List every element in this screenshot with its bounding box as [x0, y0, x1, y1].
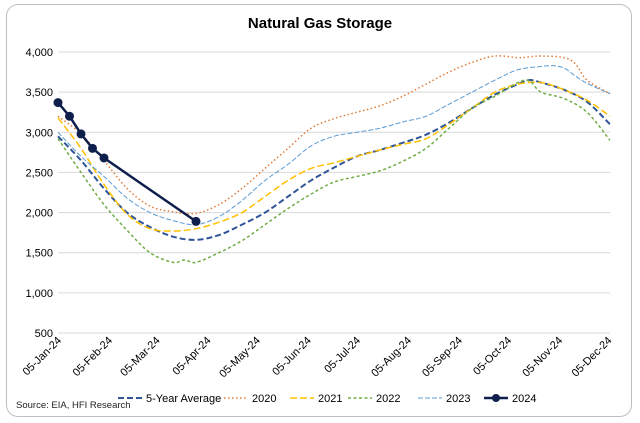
- x-tick-label: 05-Jan-24: [21, 335, 65, 379]
- legend-marker-2024: [492, 394, 500, 402]
- gridlines: [58, 51, 610, 334]
- x-tick-label: 05-Dec-24: [570, 335, 615, 380]
- x-tick-label: 05-Mar-24: [118, 335, 162, 379]
- y-tick-label: 4,000: [25, 47, 53, 59]
- y-tick-label: 3,000: [25, 127, 53, 139]
- series-point-2024: [53, 98, 63, 108]
- series-point-2024: [88, 143, 97, 153]
- legend-label-2024: 2024: [512, 393, 536, 405]
- legend-label-2020: 2020: [252, 393, 276, 405]
- y-tick-label: 2,500: [25, 167, 53, 179]
- chart-frame: [6, 4, 632, 417]
- y-tick-label: 1,500: [25, 248, 53, 260]
- source-note: Source: EIA, HFI Research: [16, 400, 131, 411]
- series-line-2020: [57, 55, 611, 215]
- x-axis-tick-labels: 05-Jan-24 05-Feb-24 05-Mar-24 05-Apr-24 05-M…: [21, 335, 615, 381]
- y-tick-label: 1,000: [25, 288, 53, 300]
- y-tick-label: 2,000: [25, 208, 53, 220]
- x-tick-label: 05-Nov-24: [520, 335, 565, 380]
- series-line-2021: [57, 81, 611, 232]
- series-point-2024: [99, 153, 109, 163]
- legend: 5-Year Average 2020 2021 2022 2023 2024: [118, 393, 536, 405]
- x-tick-label: 05-Jun-24: [270, 335, 314, 379]
- series-point-2024: [76, 129, 86, 139]
- chart-title: Natural Gas Storage: [248, 15, 392, 32]
- y-tick-label: 500: [35, 328, 53, 340]
- y-tick-label: 3,500: [25, 87, 53, 99]
- series-line-2024: [57, 101, 197, 223]
- legend-label-2022: 2022: [376, 393, 400, 405]
- x-tick-label: 05-Sep-24: [420, 335, 465, 380]
- legend-label-2021: 2021: [318, 393, 342, 405]
- series-lines: [53, 55, 611, 264]
- y-axis-tick-labels: 500 1,000 1,500 2,000 2,500 3,000 3,500 4,000: [25, 47, 53, 340]
- x-tick-label: 05-Oct-24: [471, 335, 514, 378]
- x-tick-label: 05-May-24: [217, 335, 263, 381]
- series-line-2022: [57, 79, 611, 264]
- series-line-5-year-average: [57, 79, 611, 241]
- x-tick-label: 05-Jul-24: [322, 335, 363, 376]
- x-tick-label: 05-Apr-24: [171, 335, 214, 378]
- series-line-2023: [57, 65, 611, 226]
- x-tick-label: 05-Aug-24: [369, 335, 414, 380]
- legend-label-5-year-average: 5-Year Average: [146, 393, 221, 405]
- x-tick-label: 05-Feb-24: [71, 335, 115, 379]
- series-point-2024: [191, 216, 201, 226]
- series-point-2024: [65, 111, 74, 121]
- legend-label-2023: 2023: [446, 393, 470, 405]
